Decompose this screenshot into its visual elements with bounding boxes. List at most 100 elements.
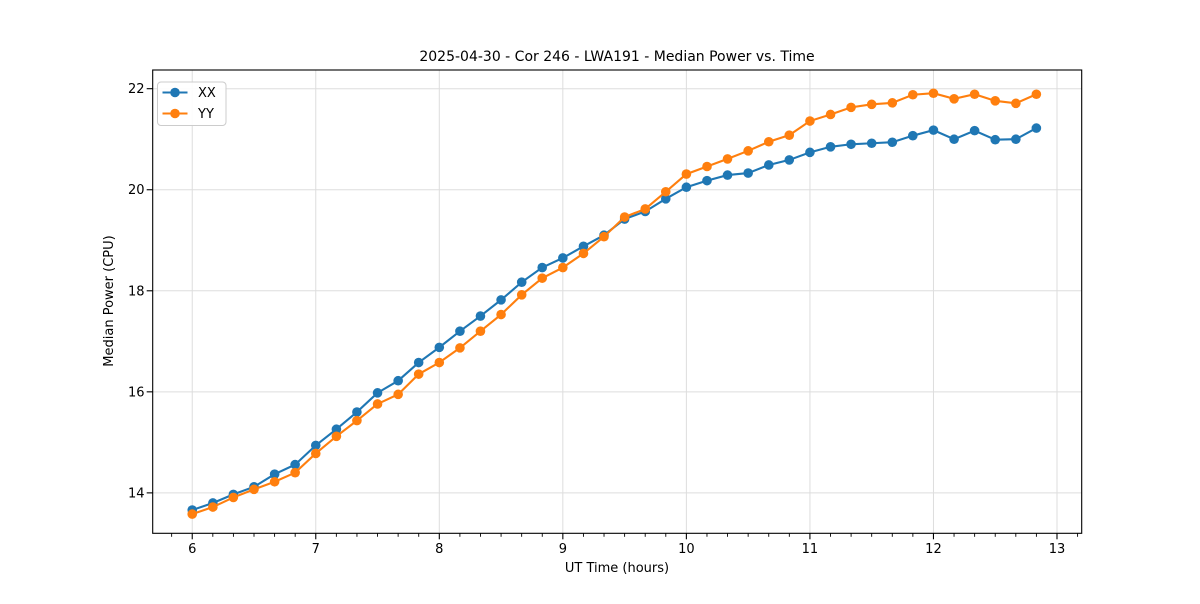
data-point-yy — [599, 231, 609, 242]
legend-label-yy: YY — [197, 107, 214, 122]
legend: XX YY — [157, 81, 227, 126]
data-point-xx — [969, 125, 980, 136]
data-point-xx — [763, 160, 774, 170]
data-point-yy — [208, 502, 218, 512]
data-point-xx — [990, 134, 1001, 145]
data-point-yy — [660, 186, 671, 197]
data-point-yy — [640, 204, 651, 214]
data-point-yy — [784, 130, 795, 140]
data-point-yy — [537, 273, 548, 283]
data-point-yy — [825, 109, 836, 120]
data-point-xx — [805, 147, 815, 158]
x-tick-label: 12 — [925, 542, 942, 557]
x-tick-label: 10 — [678, 542, 695, 557]
data-point-yy — [763, 136, 774, 147]
data-point-yy — [990, 96, 1001, 106]
data-point-yy — [743, 146, 753, 156]
legend-sample-marker-xx — [170, 87, 180, 98]
x-tick-label: 6 — [188, 542, 196, 557]
data-point-xx — [413, 357, 424, 368]
data-point-xx — [722, 170, 733, 180]
data-point-xx — [455, 326, 465, 337]
legend-sample-marker-yy — [170, 108, 180, 119]
data-point-xx — [702, 175, 712, 186]
data-point-xx — [393, 375, 403, 386]
legend-label-xx: XX — [198, 86, 216, 101]
data-point-yy — [290, 467, 300, 478]
data-point-xx — [908, 130, 918, 141]
y-tick-label: 16 — [128, 385, 145, 400]
data-point-xx — [537, 262, 548, 273]
data-point-yy — [908, 89, 918, 100]
data-point-yy — [558, 262, 568, 273]
data-point-xx — [928, 125, 939, 135]
data-point-yy — [269, 476, 280, 487]
data-point-yy — [434, 357, 445, 368]
data-point-yy — [455, 343, 465, 353]
series-yy — [187, 88, 1042, 519]
y-tick-label: 18 — [128, 284, 145, 299]
y-tick-label: 22 — [128, 82, 145, 97]
data-point-xx — [310, 440, 321, 451]
data-point-yy — [496, 309, 506, 320]
data-point-xx — [784, 155, 795, 165]
data-point-xx — [866, 138, 877, 149]
data-point-yy — [846, 102, 856, 113]
grid-layer — [152, 70, 1082, 534]
x-tick-label: 9 — [559, 542, 567, 557]
data-point-yy — [228, 492, 239, 503]
data-point-xx — [496, 295, 506, 305]
y-tick-label: 14 — [128, 486, 145, 501]
data-point-xx — [660, 194, 671, 204]
data-point-xx — [949, 134, 959, 145]
data-point-yy — [352, 415, 362, 426]
data-point-xx — [578, 241, 589, 252]
data-point-xx — [825, 141, 836, 152]
data-point-xx — [681, 182, 692, 193]
data-point-xx — [743, 168, 753, 178]
data-point-yy — [578, 248, 589, 259]
data-point-yy — [516, 290, 527, 300]
x-tick-label: 13 — [1049, 542, 1066, 557]
data-point-xx — [516, 277, 527, 287]
data-point-yy — [866, 99, 877, 110]
data-point-yy — [372, 399, 383, 409]
y-tick-label: 20 — [128, 183, 145, 198]
data-point-xx — [372, 388, 383, 398]
data-point-xx — [1011, 134, 1021, 145]
data-point-yy — [928, 88, 939, 99]
data-point-yy — [681, 169, 692, 179]
x-axis-label: UT Time (hours) — [565, 561, 669, 576]
axes-layer: 6 7 8 9 10 11 12 13 14 16 18 20 22 — [128, 82, 1079, 557]
data-point-yy — [619, 212, 630, 222]
data-point-xx — [434, 342, 445, 353]
data-point-xx — [290, 459, 300, 470]
data-point-xx — [269, 469, 280, 479]
data-point-yy — [310, 448, 321, 459]
data-point-yy — [702, 161, 712, 172]
data-point-yy — [969, 89, 980, 100]
data-point-xx — [331, 424, 342, 435]
data-point-xx — [887, 137, 898, 148]
data-point-xx — [1031, 123, 1042, 133]
data-point-yy — [722, 154, 733, 164]
data-point-yy — [1031, 89, 1042, 100]
data-point-yy — [805, 116, 815, 126]
data-point-yy — [887, 98, 898, 108]
y-axis-label: Median Power (CPU) — [102, 235, 117, 366]
data-point-yy — [393, 389, 403, 400]
data-point-xx — [846, 139, 856, 150]
data-point-xx — [475, 311, 486, 321]
x-tick-label: 11 — [802, 542, 819, 557]
data-point-yy — [249, 484, 259, 495]
chart-title: 2025-04-30 - Cor 246 - LWA191 - Median P… — [419, 49, 814, 65]
data-point-yy — [331, 431, 342, 442]
data-point-yy — [1011, 98, 1021, 109]
data-point-yy — [949, 93, 959, 104]
data-point-xx — [352, 407, 362, 417]
series-layer — [187, 88, 1042, 519]
x-tick-label: 8 — [435, 542, 443, 557]
x-tick-label: 7 — [312, 542, 320, 557]
